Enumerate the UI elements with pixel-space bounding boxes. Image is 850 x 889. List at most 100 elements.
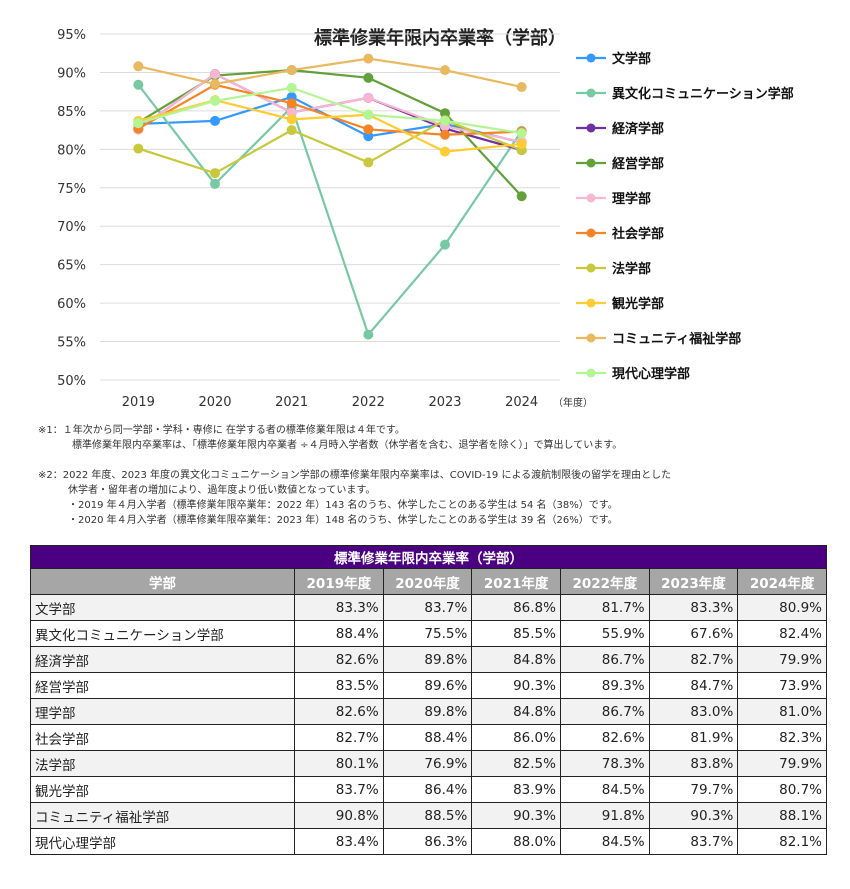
note-2-line-2: 休学者・留年者の増加により、過年度より低い数値となっています。 xyxy=(68,485,376,496)
legend-label: 経済学部 xyxy=(612,121,664,137)
series-8 xyxy=(133,53,527,93)
rate-cell: 81.9% xyxy=(648,724,739,751)
legend-dot-marker xyxy=(586,228,596,238)
line-chart: 標準修業年限内卒業率（学部） 95% 90% 85% 80% 75% 70% 65% 60% 5… xyxy=(57,27,794,410)
table-row: 異文化コミュニケーション学部 88.4% 75.5% 85.5% 55.9% 67.6% 8… xyxy=(30,620,827,647)
header-2020: 2020年度 xyxy=(382,568,473,595)
rate-cell: 88.4% xyxy=(294,620,384,647)
y-tick-label: 70% xyxy=(57,220,86,235)
legend-item: 社会学部 xyxy=(576,226,664,242)
legend-item: 理学部 xyxy=(576,191,651,207)
series-lines xyxy=(133,53,527,340)
y-axis-ticks: 95% 90% 85% 80% 75% 70% 65% 60% 55% 50% xyxy=(57,28,86,389)
legend-label: 異文化コミュニケーション学部 xyxy=(612,86,794,102)
rate-cell: 55.9% xyxy=(559,620,650,647)
legend-dot-marker xyxy=(586,88,596,98)
note-2-line-3: ・2019 年４月入学者（標準修業年限卒業年：2022 年）143 名のうち、休… xyxy=(68,500,618,511)
series-2 xyxy=(133,68,527,156)
note-1-line-2: 標準修業年限内卒業率は、「標準修業年限内卒業者 ÷４月時入学者数（休学者を含む、… xyxy=(72,440,623,451)
legend-item: コミュニティ福祉学部 xyxy=(576,331,741,347)
data-point xyxy=(210,68,220,79)
data-point xyxy=(286,65,297,76)
rate-cell: 82.6% xyxy=(294,698,384,725)
rate-cell: 82.5% xyxy=(471,750,561,777)
y-tick-label: 75% xyxy=(57,182,86,197)
legend-item: 異文化コミュニケーション学部 xyxy=(576,86,794,102)
chart-title: 標準修業年限内卒業率（学部） xyxy=(314,27,566,49)
data-point xyxy=(210,95,220,106)
legend-label: コミュニティ福祉学部 xyxy=(612,331,741,347)
data-point xyxy=(363,109,374,120)
header-2024: 2024年度 xyxy=(737,568,827,595)
rate-cell: 82.3% xyxy=(737,724,827,751)
header-2023: 2023年度 xyxy=(648,568,739,595)
legend-label: 法学部 xyxy=(612,261,651,277)
note-1: ※1：１年次から同一学部・学科・専修に 在学する者の標準修業年限は４年です。 標… xyxy=(38,423,671,453)
rate-cell: 89.6% xyxy=(382,672,473,699)
y-tick-label: 95% xyxy=(57,28,86,43)
rate-cell: 82.7% xyxy=(294,724,384,751)
legend-item: 経済学部 xyxy=(576,121,664,137)
legend-label: 理学部 xyxy=(612,191,651,207)
rate-cell: 83.0% xyxy=(648,698,739,725)
rate-cell: 89.3% xyxy=(559,672,650,699)
header-2022: 2022年度 xyxy=(559,568,650,595)
y-tick-label: 60% xyxy=(57,297,86,312)
rate-cell: 84.5% xyxy=(559,776,650,803)
table-header-row: 学部 2019年度 2020年度 2021年度 2022年度 2023年度 20… xyxy=(30,568,827,595)
header-2019: 2019年度 xyxy=(294,568,384,595)
x-tick-label: 2024 xyxy=(505,395,538,410)
rate-cell: 86.0% xyxy=(471,724,561,751)
rate-cell: 79.9% xyxy=(737,646,827,673)
rate-cell: 79.9% xyxy=(737,750,827,777)
x-tick-label: 2023 xyxy=(428,395,461,410)
rate-cell: 88.0% xyxy=(471,828,561,855)
x-axis-ticks: 2019 2020 2021 2022 2023 2024 xyxy=(122,395,538,410)
rate-cell: 88.1% xyxy=(737,802,827,829)
data-point xyxy=(440,65,450,76)
data-point xyxy=(286,82,297,93)
data-point xyxy=(363,329,374,340)
legend-label: 現代心理学部 xyxy=(612,366,690,382)
department-cell: 文学部 xyxy=(30,594,295,621)
rate-cell: 84.5% xyxy=(559,828,650,855)
table-row: 観光学部 83.7% 86.4% 83.9% 84.5% 79.7% 80.7% xyxy=(30,776,827,803)
department-cell: 異文化コミュニケーション学部 xyxy=(30,620,295,647)
department-cell: 理学部 xyxy=(30,698,295,725)
y-tick-label: 55% xyxy=(57,336,86,351)
rate-cell: 82.6% xyxy=(559,724,650,751)
series-line xyxy=(138,86,522,135)
rate-cell: 83.3% xyxy=(648,594,739,621)
rate-cell: 90.3% xyxy=(471,802,561,829)
rate-cell: 75.5% xyxy=(382,620,473,647)
legend-dot-marker xyxy=(586,333,596,343)
data-point xyxy=(516,82,527,93)
rate-cell: 85.5% xyxy=(471,620,561,647)
legend-label: 経営学部 xyxy=(612,156,664,172)
data-point xyxy=(286,114,297,125)
series-1 xyxy=(133,79,527,340)
data-point xyxy=(440,129,450,140)
rate-cell: 79.7% xyxy=(648,776,739,803)
rate-cell: 89.8% xyxy=(382,646,473,673)
rate-cell: 81.0% xyxy=(737,698,827,725)
data-point xyxy=(133,79,144,90)
department-cell: 法学部 xyxy=(30,750,295,777)
legend-dot-marker xyxy=(586,53,596,63)
table-caption: 標準修業年限内卒業率（学部） xyxy=(30,545,827,569)
y-tick-label: 50% xyxy=(57,374,86,389)
rate-cell: 84.7% xyxy=(648,672,739,699)
header-2021: 2021年度 xyxy=(471,568,561,595)
legend-item: 現代心理学部 xyxy=(576,366,690,382)
rate-cell: 80.1% xyxy=(294,750,384,777)
table-row: 文学部 83.3% 83.7% 86.8% 81.7% 83.3% 80.9% xyxy=(30,594,827,621)
note-2-line-4: ・2020 年４月入学者（標準修業年限卒業年：2023 年）148 名のうち、休… xyxy=(68,515,618,526)
table-row: 経済学部 82.6% 89.8% 84.8% 86.7% 82.7% 79.9% xyxy=(30,646,827,673)
data-point xyxy=(286,125,297,136)
rate-cell: 83.5% xyxy=(294,672,384,699)
series-line xyxy=(137,84,523,337)
rate-cell: 86.4% xyxy=(382,776,473,803)
department-cell: 現代心理学部 xyxy=(30,828,295,855)
note-1-line-1: ※1：１年次から同一学部・学科・専修に 在学する者の標準修業年限は４年です。 xyxy=(38,425,405,436)
data-point xyxy=(363,53,374,64)
